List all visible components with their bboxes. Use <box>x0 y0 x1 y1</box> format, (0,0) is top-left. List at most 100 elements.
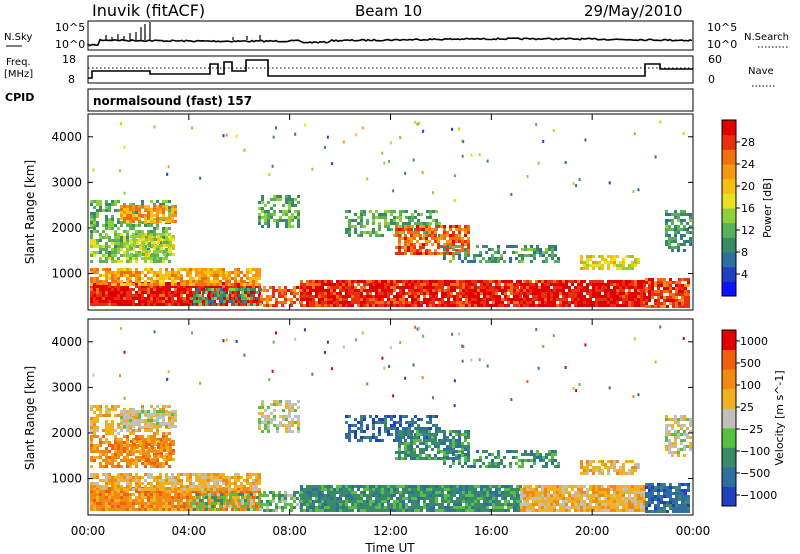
velocity-cell <box>234 487 237 490</box>
power-cell <box>324 304 327 307</box>
power-cell <box>195 274 198 277</box>
velocity-cell <box>477 497 480 500</box>
power-cell <box>592 261 595 264</box>
velocity-cell <box>526 497 529 500</box>
velocity-cell <box>189 508 192 511</box>
power-cell <box>616 286 619 289</box>
power-cell <box>99 294 102 297</box>
power-cell <box>559 280 562 283</box>
velocity-cell <box>523 506 526 509</box>
power-cell <box>378 289 381 292</box>
velocity-cell <box>529 488 532 491</box>
velocity-cell <box>318 509 321 512</box>
power-cell <box>399 213 402 216</box>
power-cell <box>645 305 648 308</box>
velocity-cell <box>306 500 309 503</box>
velocity-cell <box>598 491 601 494</box>
power-cell <box>141 221 144 224</box>
power-cell <box>141 283 144 286</box>
velocity-cell <box>284 497 287 500</box>
velocity-cell <box>225 479 228 482</box>
power-cell <box>117 274 120 277</box>
velocity-cell <box>550 506 553 509</box>
power-cell <box>402 280 405 283</box>
power-cell <box>401 246 404 249</box>
power-cell <box>419 237 422 240</box>
power-cell <box>287 289 290 292</box>
power-cell <box>417 295 420 298</box>
power-cell <box>117 248 120 251</box>
velocity-cell <box>309 497 312 500</box>
power-cell <box>684 299 687 302</box>
power-cell <box>228 285 231 288</box>
velocity-cell <box>619 500 622 503</box>
velocity-cell <box>129 499 132 502</box>
power-cell <box>297 222 300 225</box>
velocity-cell <box>330 491 333 494</box>
power-cell <box>264 204 267 207</box>
power-cell <box>258 222 261 225</box>
power-cell <box>102 274 105 277</box>
power-cell <box>458 240 461 243</box>
power-cell <box>462 280 465 283</box>
power-cell <box>156 285 159 288</box>
velocity-cell <box>132 476 135 479</box>
velocity-cell <box>174 482 177 485</box>
velocity-cell <box>526 503 529 506</box>
power-cell <box>604 286 607 289</box>
velocity-cell <box>260 500 263 503</box>
power-cell <box>449 240 452 243</box>
velocity-cell <box>526 488 529 491</box>
power-cell <box>223 291 226 294</box>
power-cell <box>244 294 247 297</box>
velocity-cell <box>93 482 96 485</box>
velocity-cell <box>333 500 336 503</box>
power-cell <box>440 237 443 240</box>
power-cell <box>183 285 186 288</box>
velocity-cell <box>180 508 183 511</box>
power-cell <box>351 298 354 301</box>
velocity-cell <box>384 500 387 503</box>
power-cell <box>108 209 111 212</box>
power-cell <box>159 283 162 286</box>
power-cell <box>583 261 586 264</box>
power-cell <box>90 280 93 283</box>
power-cell <box>429 280 432 283</box>
power-cell <box>252 294 255 297</box>
power-cell <box>150 297 153 300</box>
velocity-cell <box>339 494 342 497</box>
power-cell <box>671 213 674 216</box>
power-cell <box>619 264 622 267</box>
velocity-cell <box>153 490 156 493</box>
velocity-cell <box>565 500 568 503</box>
power-cell <box>303 283 306 286</box>
power-cell <box>195 283 198 286</box>
power-cell <box>425 225 428 228</box>
power-cell <box>479 260 482 263</box>
power-cell <box>129 220 132 223</box>
power-cell <box>547 304 550 307</box>
power-cell <box>601 304 604 307</box>
velocity-cell <box>252 502 255 505</box>
power-cell <box>249 285 252 288</box>
power-cell <box>668 246 671 249</box>
velocity-cell <box>387 503 390 506</box>
velocity-cell <box>321 485 324 488</box>
power-cell <box>410 234 413 237</box>
colorbar-tick-label: 16 <box>741 202 755 215</box>
power-cell <box>163 253 166 256</box>
power-cell <box>372 216 375 219</box>
power-cell <box>120 211 123 214</box>
velocity-cell <box>246 476 249 479</box>
power-cell <box>129 277 132 280</box>
power-cell <box>165 300 168 303</box>
power-cell <box>144 214 147 217</box>
power-cell <box>553 286 556 289</box>
velocity-cell <box>459 500 462 503</box>
power-cell <box>339 280 342 283</box>
power-cell <box>275 298 278 301</box>
power-cell <box>574 289 577 292</box>
power-cell <box>258 219 261 222</box>
velocity-cell <box>129 508 132 511</box>
